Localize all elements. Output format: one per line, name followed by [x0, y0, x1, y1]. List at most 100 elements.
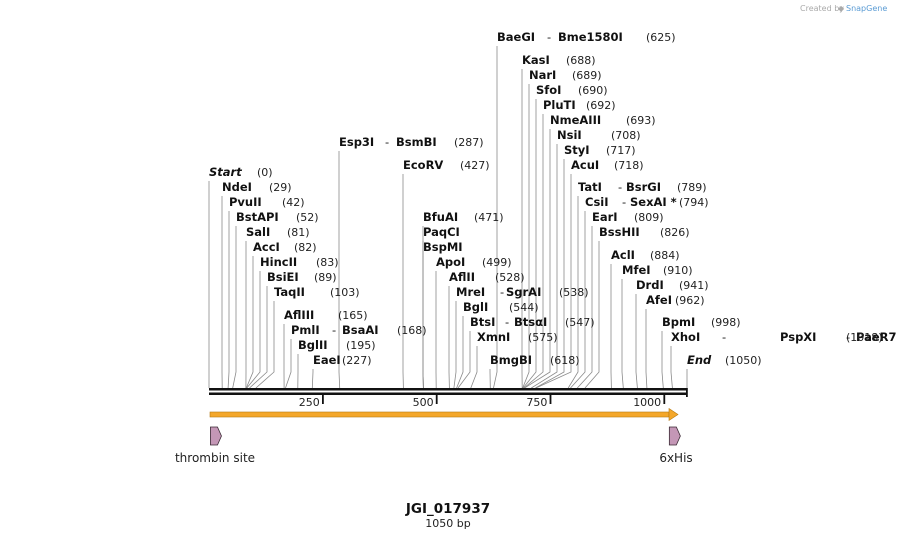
site-bgli[interactable]: BglI (544): [463, 300, 539, 314]
site-position: (826): [660, 226, 690, 239]
site-name: TatI: [578, 180, 602, 194]
orf-bar[interactable]: [209, 411, 670, 418]
site-apoi[interactable]: ApoI (499): [436, 255, 512, 269]
leader-afei: [645, 309, 648, 389]
site-bstapi[interactable]: BstAPI (52): [236, 210, 319, 224]
site-nmeaiii[interactable]: NmeAIII (693): [550, 113, 656, 127]
site-sfoi[interactable]: SfoI (690): [536, 83, 608, 97]
site-ecorv[interactable]: EcoRV (427): [403, 158, 490, 172]
site-nsii[interactable]: NsiI (708): [557, 128, 641, 142]
site-pvuii[interactable]: PvuII (42): [229, 195, 305, 209]
site-acui[interactable]: AcuI (718): [571, 158, 644, 172]
site-name: EarI: [592, 210, 618, 224]
site-afei[interactable]: AfeI (962): [646, 293, 705, 307]
site-position: (52): [296, 211, 319, 224]
feature-6xhis[interactable]: 6xHis: [659, 426, 693, 465]
site-kasi[interactable]: KasI (688): [522, 53, 596, 67]
site-position: (618): [550, 354, 580, 367]
site-name-separator: -: [722, 330, 726, 344]
site-styi[interactable]: StyI (717): [564, 143, 636, 157]
site-name: PaqCI: [423, 225, 460, 239]
site-position: (0): [257, 166, 273, 179]
site-bsshii[interactable]: BssHII (826): [599, 225, 690, 239]
site-name: PluTI: [543, 98, 576, 112]
site-name: NdeI: [222, 180, 252, 194]
site-acli[interactable]: AclI (884): [611, 248, 680, 262]
site-aflii[interactable]: AflII (528): [449, 270, 525, 284]
site-position: (884): [650, 249, 680, 262]
site-pmli-bsaai[interactable]: PmlI - BsaAI (168): [291, 323, 427, 337]
site-position: (692): [586, 99, 616, 112]
site-tati-bsrgi[interactable]: TatI - BsrGI (789): [578, 180, 707, 194]
site-position: (29): [269, 181, 292, 194]
site-end[interactable]: End (1050): [687, 353, 762, 367]
site-mrei-sgrai[interactable]: MreI - SgrAI (538): [456, 285, 589, 299]
site-name-separator: -: [622, 195, 626, 209]
tick-label-250: 250: [299, 396, 320, 409]
site-taqii[interactable]: TaqII (103): [274, 285, 360, 299]
leader-nari: [522, 84, 530, 389]
site-name: BmgBI: [490, 353, 532, 367]
site-name: PmlI: [291, 323, 320, 337]
site-bmgbi[interactable]: BmgBI (618): [490, 353, 580, 367]
site-drdi[interactable]: DrdI (941): [636, 278, 709, 292]
tick-mark-750: [549, 395, 552, 404]
leader-bgli: [456, 316, 464, 389]
feature-thrombin-site[interactable]: thrombin site: [175, 426, 255, 465]
site-name: BssHII: [599, 225, 640, 239]
site-xmni[interactable]: XmnI (575): [477, 330, 558, 344]
site-name: NarI: [529, 68, 556, 82]
site-pluti[interactable]: PluTI (692): [543, 98, 616, 112]
site-name: SfoI: [536, 83, 561, 97]
leader-nmeaiii: [524, 129, 551, 389]
site-bfuai[interactable]: BfuAI (471): [423, 210, 504, 224]
site-esp3i-bsmbi[interactable]: Esp3I - BsmBI (287): [339, 135, 484, 149]
site-name: XmnI: [477, 330, 510, 344]
site-position: (83): [316, 256, 339, 269]
site-eari[interactable]: EarI (809): [592, 210, 664, 224]
site-afliii[interactable]: AflIII (165): [284, 308, 368, 322]
site-position: (998): [711, 316, 741, 329]
site-csii-sexai[interactable]: CsiI - SexAI * (794): [585, 195, 709, 209]
leader-eaei: [311, 369, 314, 389]
site-position: (690): [578, 84, 608, 97]
leader-sfoi: [522, 99, 537, 389]
site-labels: Start (0) NdeI (29) PvuII (42)BstAPI (52) SalI (…: [209, 30, 897, 367]
site-bsiei[interactable]: BsiEI (89): [267, 270, 337, 284]
site-hincii[interactable]: HincII (83): [260, 255, 339, 269]
site-name: SalI: [246, 225, 270, 239]
site-acci[interactable]: AccI (82): [253, 240, 317, 254]
site-position: (910): [663, 264, 693, 277]
site-baegi-bme1580i[interactable]: BaeGI - Bme1580I (625): [497, 30, 676, 44]
site-name: BaeGI: [497, 30, 535, 44]
site-name-separator: -: [332, 323, 336, 337]
site-position: (547): [565, 316, 595, 329]
site-position: (81): [287, 226, 310, 239]
site-paqci[interactable]: PaqCI: [423, 225, 460, 239]
site-name-separator: -: [505, 315, 509, 329]
site-sali[interactable]: SalI (81): [246, 225, 310, 239]
feature-label: 6xHis: [659, 451, 692, 465]
leader-pluti: [523, 114, 544, 389]
site-eaei[interactable]: EaeI (227): [313, 353, 372, 367]
site-bspmi[interactable]: BspMI: [423, 240, 463, 254]
site-xhoi-pspxi-paer7i[interactable]: XhoI - PspXI - PaeR7I(1018): [671, 330, 897, 344]
leader-xmni: [470, 346, 478, 389]
tick-mark-1000: [663, 395, 666, 404]
site-nari[interactable]: NarI (689): [529, 68, 602, 82]
site-name-alias: BsmBI: [396, 135, 437, 149]
site-name: EcoRV: [403, 158, 443, 172]
site-position: (693): [626, 114, 656, 127]
site-start[interactable]: Start (0): [209, 165, 273, 179]
site-name: AclI: [611, 248, 635, 262]
site-mfei[interactable]: MfeI (910): [622, 263, 693, 277]
site-name-alias: SexAI *: [630, 195, 677, 209]
site-name: DrdI: [636, 278, 664, 292]
tick-label-750: 750: [526, 396, 547, 409]
site-ndei[interactable]: NdeI (29): [222, 180, 292, 194]
leader-nsii: [531, 144, 558, 389]
site-bglii[interactable]: BglII (195): [298, 338, 376, 352]
site-bpmi[interactable]: BpmI (998): [662, 315, 741, 329]
site-position: (42): [282, 196, 305, 209]
site-btsi-bts-i[interactable]: BtsI - BtsαI (547): [470, 315, 595, 329]
